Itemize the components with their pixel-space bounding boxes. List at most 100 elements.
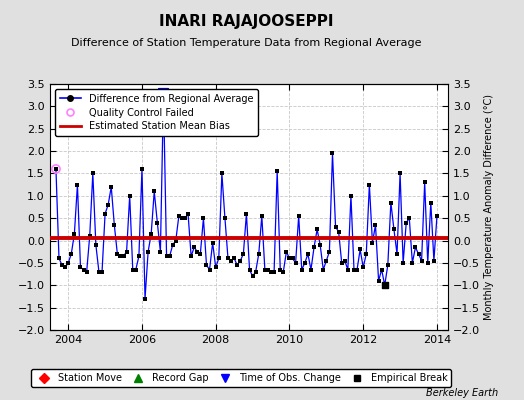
Point	[67, 251, 75, 257]
Point	[319, 266, 328, 273]
Point	[325, 248, 334, 255]
Point	[282, 248, 291, 255]
Point	[70, 231, 79, 237]
Point	[393, 251, 401, 257]
Point	[356, 246, 364, 253]
Point	[331, 224, 340, 230]
Point	[199, 215, 208, 221]
Point	[196, 251, 204, 257]
Point	[341, 258, 349, 264]
Point	[153, 220, 161, 226]
Point	[61, 264, 69, 270]
Point	[174, 213, 183, 219]
Point	[141, 296, 149, 302]
Point	[298, 266, 306, 273]
Point	[288, 255, 297, 262]
Point	[181, 215, 189, 221]
Text: Berkeley Earth: Berkeley Earth	[425, 388, 498, 398]
Point	[301, 260, 309, 266]
Point	[217, 170, 226, 177]
Point	[123, 248, 131, 255]
Point	[322, 258, 331, 264]
Point	[418, 258, 426, 264]
Point	[58, 262, 66, 268]
Legend: Station Move, Record Gap, Time of Obs. Change, Empirical Break: Station Move, Record Gap, Time of Obs. C…	[30, 369, 452, 387]
Point	[384, 262, 392, 268]
Point	[92, 242, 100, 248]
Point	[82, 269, 91, 275]
Point	[110, 222, 118, 228]
Point	[169, 242, 177, 248]
Point	[294, 213, 303, 219]
Point	[329, 150, 337, 156]
Point	[423, 260, 432, 266]
Point	[248, 273, 257, 280]
Point	[267, 269, 275, 275]
Point	[178, 215, 186, 221]
Point	[337, 260, 346, 266]
Point	[138, 166, 146, 172]
Point	[252, 269, 260, 275]
Point	[64, 260, 72, 266]
Point	[304, 251, 312, 257]
Point	[236, 258, 245, 264]
Point	[144, 248, 152, 255]
Point	[414, 251, 423, 257]
Point	[399, 260, 407, 266]
Point	[162, 253, 171, 260]
Point	[427, 199, 435, 206]
Point	[159, 90, 168, 96]
Legend: Difference from Regional Average, Quality Control Failed, Estimated Station Mean: Difference from Regional Average, Qualit…	[54, 89, 258, 136]
Point	[171, 237, 180, 244]
Point	[193, 248, 201, 255]
Point	[215, 255, 223, 262]
Point	[242, 210, 250, 217]
Point	[372, 222, 380, 228]
Point	[408, 260, 417, 266]
Point	[307, 266, 315, 273]
Point	[359, 264, 367, 270]
Point	[260, 266, 269, 273]
Point	[116, 253, 125, 260]
Point	[273, 168, 281, 174]
Point	[119, 253, 128, 260]
Point	[125, 193, 134, 199]
Point	[101, 210, 110, 217]
Point	[396, 170, 405, 177]
Point	[85, 233, 94, 239]
Point	[132, 266, 140, 273]
Point	[285, 255, 293, 262]
Point	[52, 166, 60, 172]
Point	[270, 269, 278, 275]
Point	[353, 266, 361, 273]
Point	[258, 213, 266, 219]
Point	[80, 266, 88, 273]
Point	[98, 269, 106, 275]
Point	[150, 188, 158, 194]
Point	[104, 202, 112, 208]
Point	[402, 220, 410, 226]
Point	[380, 282, 389, 288]
Point	[159, 90, 168, 96]
Point	[344, 266, 352, 273]
Point	[310, 244, 318, 250]
Point	[187, 253, 195, 260]
Point	[387, 199, 395, 206]
Text: Difference of Station Temperature Data from Regional Average: Difference of Station Temperature Data f…	[71, 38, 421, 48]
Point	[221, 215, 229, 221]
Point	[89, 170, 97, 177]
Point	[166, 253, 174, 260]
Point	[73, 182, 82, 188]
Point	[279, 269, 288, 275]
Point	[147, 231, 156, 237]
Point	[411, 244, 420, 250]
Point	[184, 210, 192, 217]
Y-axis label: Monthly Temperature Anomaly Difference (°C): Monthly Temperature Anomaly Difference (…	[484, 94, 494, 320]
Point	[190, 244, 199, 250]
Point	[365, 182, 374, 188]
Point	[420, 179, 429, 186]
Text: INARI RAJAJOOSEPPI: INARI RAJAJOOSEPPI	[159, 14, 334, 29]
Point	[224, 255, 232, 262]
Point	[390, 226, 398, 232]
Point	[233, 262, 242, 268]
